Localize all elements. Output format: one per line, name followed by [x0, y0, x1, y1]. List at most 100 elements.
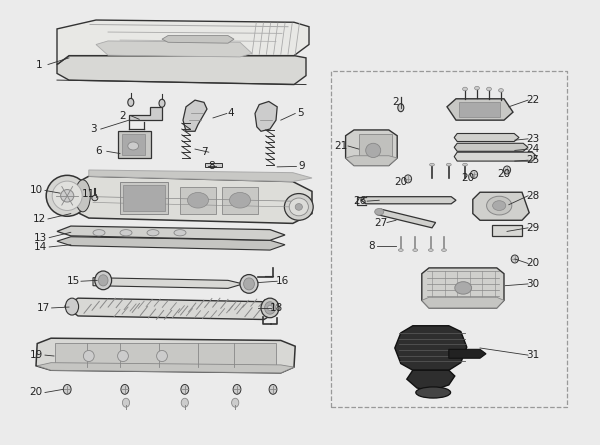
Text: 14: 14 — [34, 242, 47, 252]
Ellipse shape — [499, 89, 503, 92]
Ellipse shape — [61, 190, 74, 202]
Text: 4: 4 — [227, 109, 235, 118]
Ellipse shape — [46, 175, 88, 216]
Text: 15: 15 — [67, 276, 80, 286]
Text: 20: 20 — [497, 169, 511, 178]
Polygon shape — [449, 349, 486, 358]
Ellipse shape — [121, 384, 128, 394]
Bar — [122, 134, 145, 155]
Bar — [205, 163, 222, 167]
Polygon shape — [57, 56, 306, 85]
Text: 2: 2 — [119, 111, 127, 121]
Text: 13: 13 — [34, 233, 47, 243]
Ellipse shape — [244, 278, 254, 290]
Ellipse shape — [83, 351, 94, 361]
Ellipse shape — [475, 86, 479, 90]
Ellipse shape — [147, 230, 159, 236]
Polygon shape — [454, 134, 519, 142]
Bar — [359, 134, 392, 161]
Text: 19: 19 — [29, 350, 43, 360]
Polygon shape — [129, 107, 162, 120]
Text: 11: 11 — [82, 190, 95, 199]
Ellipse shape — [511, 255, 518, 263]
Ellipse shape — [52, 181, 82, 210]
Ellipse shape — [289, 198, 308, 216]
Text: 20: 20 — [526, 259, 539, 268]
Polygon shape — [65, 298, 277, 320]
Ellipse shape — [76, 180, 91, 212]
Polygon shape — [93, 278, 243, 288]
Polygon shape — [57, 20, 309, 65]
Ellipse shape — [446, 163, 451, 166]
Ellipse shape — [455, 282, 472, 294]
Ellipse shape — [240, 275, 258, 293]
Text: 30: 30 — [526, 279, 539, 289]
Polygon shape — [422, 268, 504, 308]
Ellipse shape — [128, 98, 134, 106]
Text: 8: 8 — [208, 161, 215, 170]
Ellipse shape — [261, 298, 279, 318]
Ellipse shape — [65, 298, 79, 315]
Bar — [459, 102, 500, 117]
Text: 22: 22 — [526, 95, 539, 105]
Text: 26: 26 — [353, 196, 367, 206]
Ellipse shape — [366, 143, 381, 158]
Ellipse shape — [157, 351, 167, 361]
Text: 12: 12 — [32, 214, 46, 224]
Ellipse shape — [265, 302, 275, 314]
Ellipse shape — [187, 192, 209, 208]
Text: 5: 5 — [296, 109, 304, 118]
Text: 18: 18 — [269, 303, 283, 313]
Bar — [123, 185, 165, 211]
Ellipse shape — [159, 99, 165, 107]
Polygon shape — [57, 237, 285, 250]
Ellipse shape — [229, 192, 251, 208]
Ellipse shape — [503, 166, 511, 174]
Text: 21: 21 — [334, 141, 347, 151]
Text: 10: 10 — [29, 186, 43, 195]
Polygon shape — [361, 197, 456, 204]
Text: 8: 8 — [368, 241, 376, 251]
Ellipse shape — [463, 87, 467, 91]
Text: 17: 17 — [37, 303, 50, 313]
Bar — [118, 131, 151, 158]
Ellipse shape — [269, 384, 277, 394]
Polygon shape — [37, 363, 294, 373]
Text: 29: 29 — [526, 223, 539, 233]
Ellipse shape — [181, 384, 189, 394]
Text: 16: 16 — [275, 276, 289, 286]
Polygon shape — [454, 152, 537, 161]
Text: 1: 1 — [35, 60, 43, 69]
Ellipse shape — [398, 249, 403, 251]
Text: 28: 28 — [526, 191, 539, 201]
Ellipse shape — [416, 387, 451, 398]
Polygon shape — [395, 326, 467, 370]
Text: 9: 9 — [298, 162, 305, 171]
Ellipse shape — [92, 195, 98, 201]
Bar — [55, 343, 276, 367]
Ellipse shape — [95, 271, 112, 290]
Ellipse shape — [268, 305, 272, 311]
Text: 20: 20 — [29, 388, 43, 397]
Ellipse shape — [232, 398, 239, 407]
Ellipse shape — [181, 398, 188, 407]
Text: 23: 23 — [526, 134, 539, 144]
Ellipse shape — [442, 249, 446, 251]
Text: 20: 20 — [394, 178, 407, 187]
Text: 31: 31 — [526, 350, 539, 360]
Bar — [120, 182, 168, 214]
Ellipse shape — [174, 230, 186, 236]
Polygon shape — [57, 226, 285, 240]
Ellipse shape — [470, 170, 478, 178]
Ellipse shape — [428, 249, 433, 251]
Ellipse shape — [493, 201, 506, 210]
Polygon shape — [255, 101, 277, 131]
Ellipse shape — [98, 275, 108, 286]
Ellipse shape — [413, 249, 418, 251]
Ellipse shape — [374, 208, 384, 215]
Ellipse shape — [487, 87, 491, 91]
Ellipse shape — [128, 142, 139, 150]
Text: 27: 27 — [374, 218, 388, 227]
Ellipse shape — [122, 398, 130, 407]
Polygon shape — [473, 192, 529, 220]
